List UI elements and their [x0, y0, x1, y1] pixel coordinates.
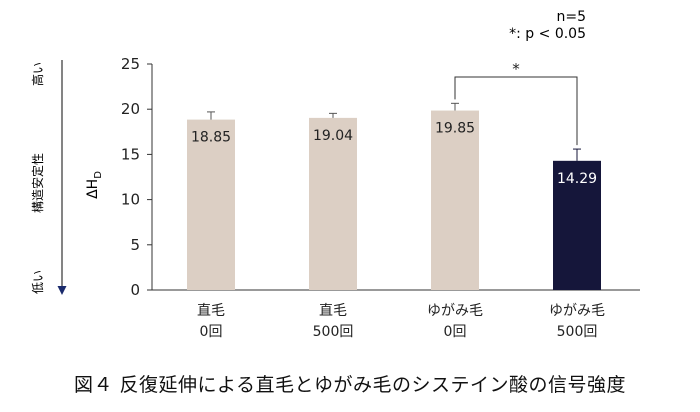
x-condition-label: 0回	[444, 324, 467, 340]
x-axis-labels: 直毛 0回 直毛 500回 ゆがみ毛 0回 ゆがみ毛 500回	[197, 302, 605, 340]
significance-bracket: *	[454, 60, 578, 146]
y-axis-label-subscript: D	[93, 171, 104, 179]
y-axis-label: ΔH	[85, 179, 101, 199]
value-label: 19.85	[435, 121, 475, 137]
bar	[431, 110, 479, 290]
value-label: 19.04	[313, 128, 353, 144]
x-category-label: 直毛	[197, 302, 225, 319]
significance-note: *: p < 0.05	[509, 26, 586, 42]
error-bars	[207, 102, 581, 161]
y-tick-label: 20	[121, 100, 140, 118]
bar	[309, 117, 357, 290]
figure-caption: 図４ 反復延伸による直毛とゆがみ毛のシステイン酸の信号強度	[74, 374, 626, 396]
value-labels: 18.85 19.04 19.85 14.29	[191, 121, 597, 187]
side-axis-high-label: 高い	[30, 62, 45, 86]
sample-size-label: n=5	[556, 9, 586, 25]
x-condition-label: 500回	[557, 324, 598, 340]
bar-chart: n=5 *: p < 0.05 高い 構造安定性 低い ΔHD 0 5 10 15 20…	[30, 9, 640, 340]
x-condition-label: 500回	[313, 324, 354, 340]
y-tick-label: 0	[130, 281, 140, 299]
value-label: 18.85	[191, 130, 231, 146]
bar	[187, 119, 235, 290]
x-category-label: ゆがみ毛	[427, 303, 483, 319]
significance-asterisk: *	[512, 60, 520, 78]
bar	[553, 160, 601, 290]
n-annotation: n=5 *: p < 0.05	[509, 9, 586, 42]
x-category-label: 直毛	[319, 302, 347, 319]
significance-bracket-line	[454, 76, 578, 146]
y-tick-label: 15	[121, 145, 140, 163]
svg-text:ΔHD: ΔHD	[85, 171, 104, 199]
side-axis-title: 構造安定性	[30, 153, 45, 213]
y-tick-label: 10	[121, 191, 140, 209]
x-condition-label: 0回	[200, 324, 223, 340]
side-axis-arrow-head	[57, 286, 67, 295]
bars	[187, 110, 601, 290]
stability-side-axis: 高い 構造安定性 低い	[30, 60, 67, 295]
side-axis-low-label: 低い	[31, 270, 45, 294]
y-tick-label: 25	[121, 55, 140, 73]
x-category-label: ゆがみ毛	[549, 303, 605, 319]
y-tick-label: 5	[130, 236, 140, 254]
y-axis-title: ΔHD	[85, 171, 104, 199]
value-label: 14.29	[557, 171, 597, 187]
